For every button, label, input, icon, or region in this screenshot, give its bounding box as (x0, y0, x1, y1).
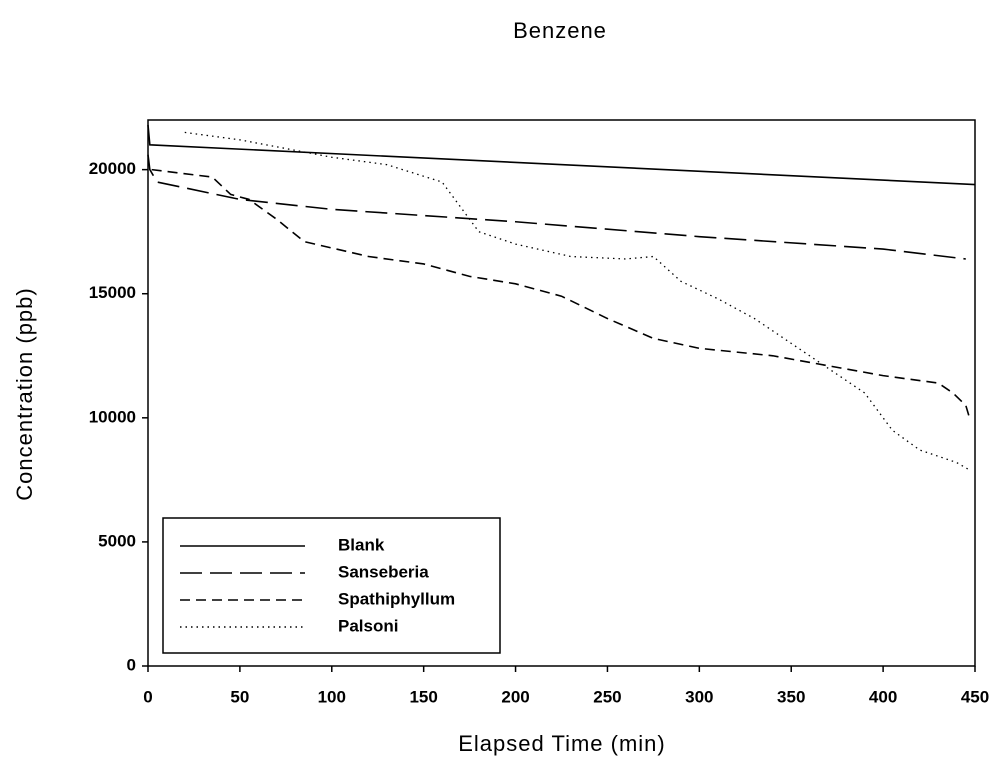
legend-label: Sanseberia (338, 562, 429, 581)
legend-label: Palsoni (338, 616, 398, 635)
x-tick-label: 0 (143, 687, 152, 706)
x-tick-label: 400 (869, 687, 897, 706)
y-axis-label: Concentration (ppb) (12, 287, 37, 500)
y-tick-label: 0 (127, 655, 136, 674)
y-tick-label: 5000 (98, 531, 136, 550)
y-tick-label: 20000 (89, 159, 136, 178)
x-tick-label: 100 (318, 687, 346, 706)
series-line (184, 131, 970, 471)
x-axis-label: Elapsed Time (min) (458, 731, 666, 756)
legend-box (162, 517, 501, 654)
chart-title: Benzene (513, 18, 607, 43)
series-line (151, 168, 971, 419)
legend-label: Spathiphyllum (338, 589, 455, 608)
plot-frame (147, 119, 976, 667)
y-tick-label: 15000 (89, 283, 136, 302)
x-tick-label: 450 (961, 687, 989, 706)
series-line (147, 154, 966, 260)
x-tick-label: 300 (685, 687, 713, 706)
x-tick-label: 150 (409, 687, 437, 706)
legend-label: Blank (338, 535, 385, 554)
y-tick-label: 10000 (89, 407, 136, 426)
x-tick-label: 250 (593, 687, 621, 706)
x-tick-label: 200 (501, 687, 529, 706)
x-tick-label: 350 (777, 687, 805, 706)
x-tick-label: 50 (230, 687, 249, 706)
series-line (147, 124, 976, 186)
